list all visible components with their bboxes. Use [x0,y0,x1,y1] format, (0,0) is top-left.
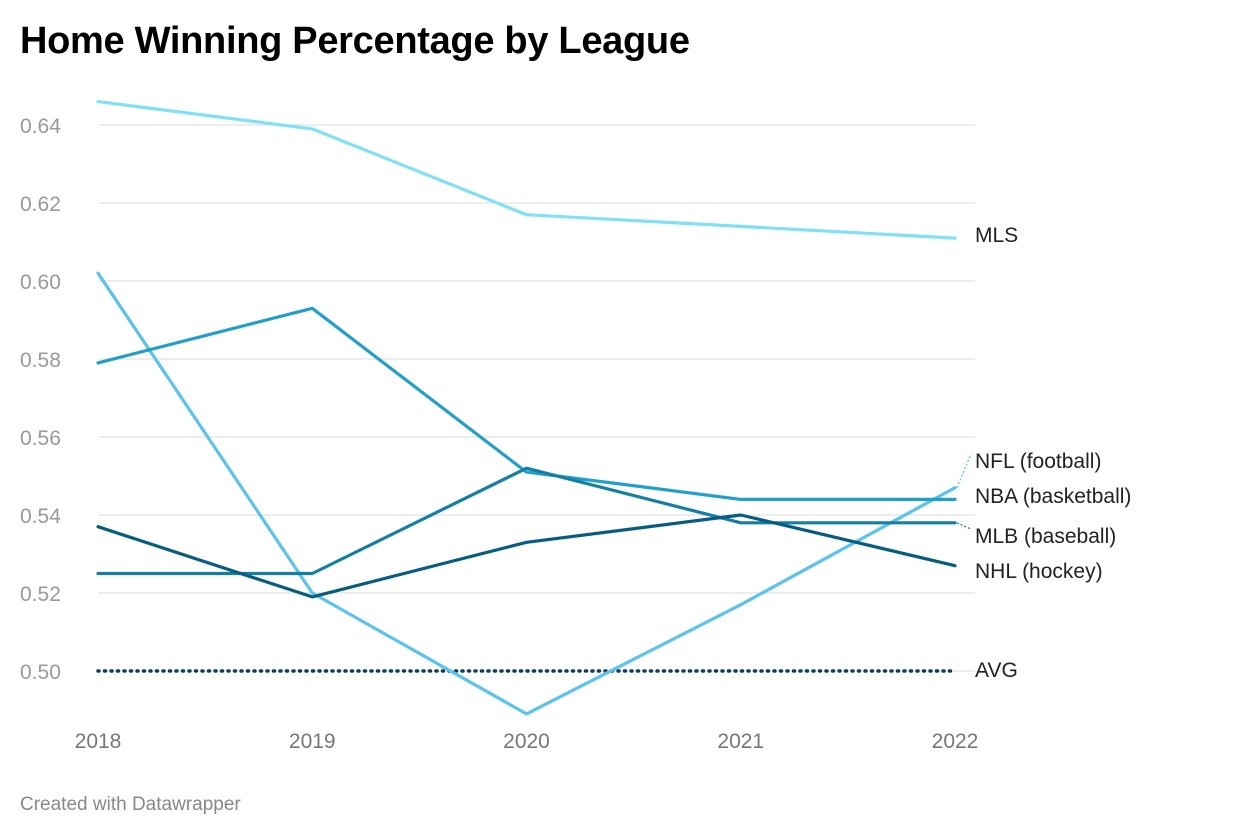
chart-title: Home Winning Percentage by League [20,20,690,62]
y-tick-label: 0.64 [20,115,61,138]
series-line-nba-basketball [96,306,957,501]
series-label-mls: MLS [975,224,1018,247]
series-label-nba-basketball: NBA (basketball) [975,485,1131,508]
gridlines [98,124,975,672]
series-line-nhl-hockey [96,513,957,599]
series-line-mls [96,99,957,240]
series-labels: MLS NFL (football) NBA (basketball) MLB (ba… [956,224,1131,682]
series-label-nhl-hockey: NHL (hockey) [975,560,1103,583]
x-tick-label: 2018 [75,730,122,753]
x-axis-ticks: 2018 2019 2020 2021 2022 [75,730,979,753]
footer-credit: Created with Datawrapper [20,794,241,815]
series-label-mlb-baseball: MLB (baseball) [975,525,1116,548]
y-axis-ticks: 0.64 0.62 0.60 0.58 0.56 0.54 0.52 0.50 [20,115,61,684]
x-tick-label: 2019 [289,730,336,753]
y-tick-label: 0.54 [20,505,61,528]
y-tick-label: 0.60 [20,271,61,294]
y-tick-label: 0.58 [20,349,61,372]
y-tick-label: 0.50 [20,661,61,684]
x-tick-label: 2020 [503,730,550,753]
series-lines [96,99,957,716]
y-tick-label: 0.62 [20,193,61,216]
series-label-nfl-football: NFL (football) [975,450,1101,473]
label-connector-nfl-football [956,453,972,488]
y-tick-label: 0.52 [20,583,61,606]
label-connector-mlb-baseball [956,522,972,530]
y-tick-label: 0.56 [20,427,61,450]
x-tick-label: 2021 [717,730,764,753]
x-tick-label: 2022 [932,730,979,753]
series-line-nfl-football [96,271,957,716]
series-label-avg: AVG [975,659,1018,682]
